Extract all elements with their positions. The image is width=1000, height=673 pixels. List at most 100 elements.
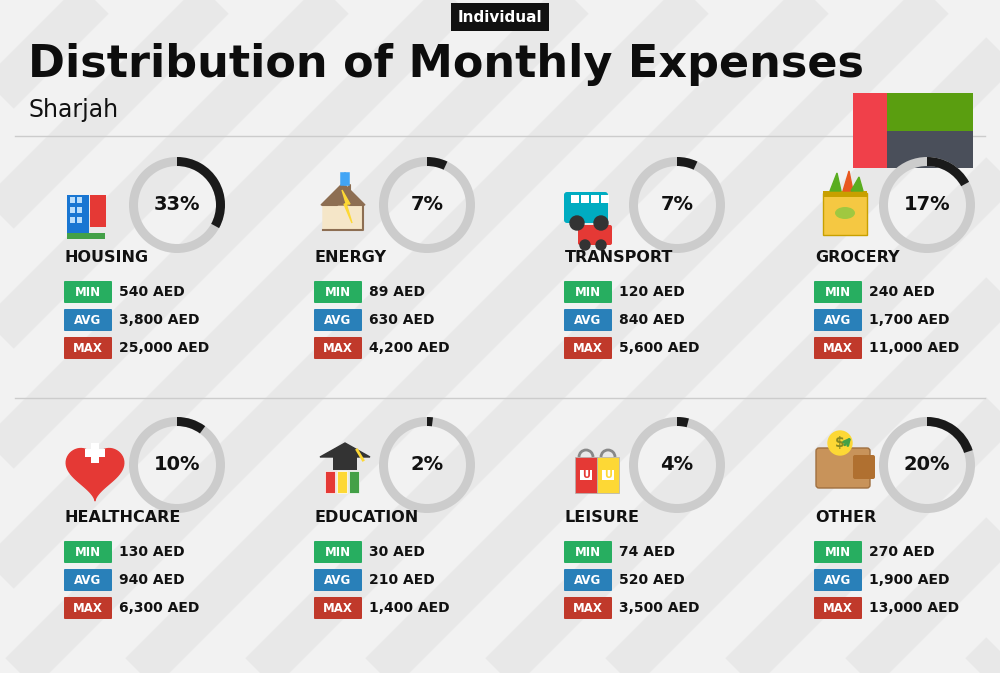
FancyBboxPatch shape	[814, 541, 862, 563]
Text: ENERGY: ENERGY	[315, 250, 387, 266]
Text: MIN: MIN	[575, 546, 601, 559]
FancyBboxPatch shape	[90, 195, 106, 227]
Wedge shape	[427, 417, 433, 426]
Text: MIN: MIN	[825, 285, 851, 299]
Text: 74 AED: 74 AED	[619, 545, 675, 559]
FancyBboxPatch shape	[67, 233, 105, 239]
Text: Individual: Individual	[458, 9, 542, 24]
Wedge shape	[879, 417, 975, 513]
FancyBboxPatch shape	[70, 197, 75, 203]
Circle shape	[828, 431, 852, 455]
Text: Sharjah: Sharjah	[28, 98, 118, 122]
Polygon shape	[830, 173, 841, 191]
Text: 10%: 10%	[154, 456, 200, 474]
FancyBboxPatch shape	[887, 131, 973, 168]
FancyBboxPatch shape	[70, 207, 75, 213]
FancyBboxPatch shape	[67, 195, 89, 235]
Text: U: U	[582, 470, 590, 480]
Text: MAX: MAX	[323, 602, 353, 614]
Text: GROCERY: GROCERY	[815, 250, 900, 266]
FancyBboxPatch shape	[64, 309, 112, 331]
FancyBboxPatch shape	[564, 541, 612, 563]
Text: 120 AED: 120 AED	[619, 285, 685, 299]
FancyBboxPatch shape	[575, 457, 597, 493]
Text: Distribution of Monthly Expenses: Distribution of Monthly Expenses	[28, 44, 864, 87]
FancyBboxPatch shape	[602, 470, 614, 480]
Text: 4,200 AED: 4,200 AED	[369, 341, 450, 355]
FancyBboxPatch shape	[564, 569, 612, 591]
Text: LEISURE: LEISURE	[565, 511, 640, 526]
Text: U: U	[604, 470, 612, 480]
Wedge shape	[379, 417, 475, 513]
Text: MAX: MAX	[823, 341, 853, 355]
Text: 7%: 7%	[660, 195, 694, 215]
Wedge shape	[629, 157, 725, 253]
Text: MAX: MAX	[323, 341, 353, 355]
FancyBboxPatch shape	[564, 281, 612, 303]
FancyBboxPatch shape	[814, 569, 862, 591]
Polygon shape	[321, 183, 365, 205]
Wedge shape	[129, 157, 225, 253]
Text: 7%: 7%	[411, 195, 444, 215]
FancyBboxPatch shape	[64, 569, 112, 591]
FancyBboxPatch shape	[85, 449, 105, 457]
Polygon shape	[323, 185, 363, 230]
FancyBboxPatch shape	[77, 217, 82, 223]
FancyBboxPatch shape	[333, 456, 357, 470]
FancyBboxPatch shape	[64, 597, 112, 619]
FancyBboxPatch shape	[591, 195, 599, 203]
FancyBboxPatch shape	[564, 309, 612, 331]
FancyBboxPatch shape	[564, 597, 612, 619]
Text: MIN: MIN	[75, 285, 101, 299]
Text: MIN: MIN	[325, 285, 351, 299]
Text: 1,900 AED: 1,900 AED	[869, 573, 950, 587]
Polygon shape	[66, 448, 124, 501]
Text: MAX: MAX	[823, 602, 853, 614]
FancyBboxPatch shape	[64, 541, 112, 563]
Text: AVG: AVG	[324, 573, 352, 586]
Text: MIN: MIN	[825, 546, 851, 559]
FancyBboxPatch shape	[816, 448, 870, 488]
Text: MAX: MAX	[573, 341, 603, 355]
Text: MAX: MAX	[573, 602, 603, 614]
Text: 3,800 AED: 3,800 AED	[119, 313, 200, 327]
Text: 840 AED: 840 AED	[619, 313, 685, 327]
Text: 240 AED: 240 AED	[869, 285, 935, 299]
Wedge shape	[177, 157, 225, 228]
Wedge shape	[129, 417, 225, 513]
Text: 30 AED: 30 AED	[369, 545, 425, 559]
FancyBboxPatch shape	[77, 197, 82, 203]
FancyBboxPatch shape	[64, 281, 112, 303]
Polygon shape	[342, 190, 352, 223]
FancyBboxPatch shape	[823, 193, 867, 235]
Wedge shape	[927, 157, 969, 186]
FancyBboxPatch shape	[314, 569, 362, 591]
Text: TRANSPORT: TRANSPORT	[565, 250, 673, 266]
Text: AVG: AVG	[74, 314, 102, 326]
Text: MIN: MIN	[75, 546, 101, 559]
Text: 20%: 20%	[904, 456, 950, 474]
Text: HEALTHCARE: HEALTHCARE	[65, 511, 181, 526]
Circle shape	[594, 216, 608, 230]
Text: 89 AED: 89 AED	[369, 285, 425, 299]
Wedge shape	[927, 417, 973, 453]
Wedge shape	[879, 157, 975, 253]
Text: HOUSING: HOUSING	[65, 250, 149, 266]
Text: 1,400 AED: 1,400 AED	[369, 601, 450, 615]
FancyBboxPatch shape	[580, 470, 592, 480]
FancyBboxPatch shape	[597, 457, 619, 493]
Text: MAX: MAX	[73, 602, 103, 614]
Text: 3,500 AED: 3,500 AED	[619, 601, 700, 615]
FancyBboxPatch shape	[823, 191, 867, 197]
FancyBboxPatch shape	[814, 337, 862, 359]
Text: MIN: MIN	[325, 546, 351, 559]
Text: AVG: AVG	[824, 314, 852, 326]
FancyBboxPatch shape	[571, 195, 579, 203]
Text: 5,600 AED: 5,600 AED	[619, 341, 700, 355]
FancyBboxPatch shape	[814, 309, 862, 331]
Text: EDUCATION: EDUCATION	[315, 511, 419, 526]
FancyBboxPatch shape	[337, 471, 347, 493]
Text: 11,000 AED: 11,000 AED	[869, 341, 959, 355]
Polygon shape	[851, 177, 863, 191]
Text: 540 AED: 540 AED	[119, 285, 185, 299]
